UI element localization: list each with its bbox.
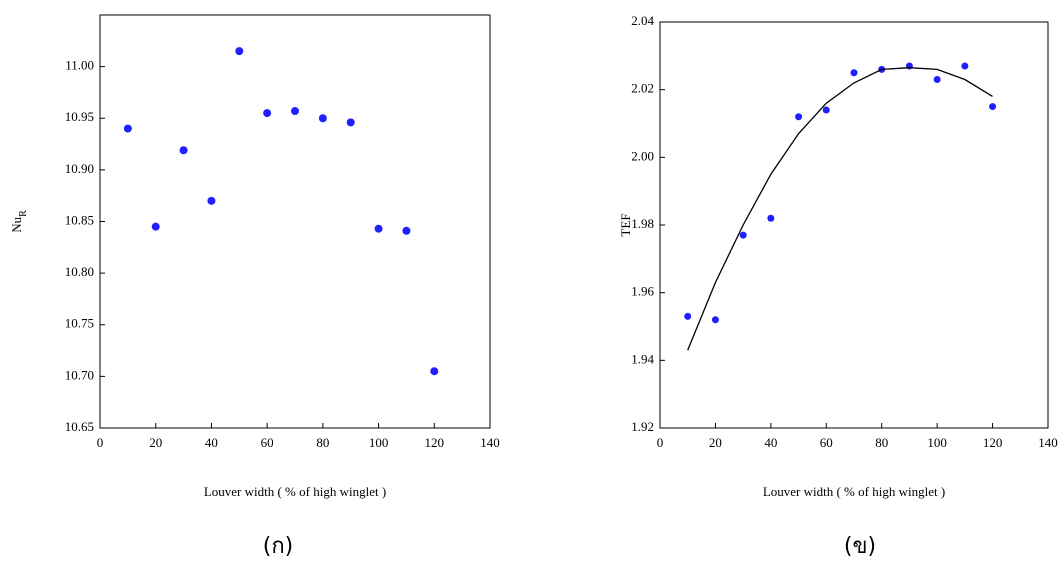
data-point [263, 109, 272, 118]
data-point [767, 214, 775, 222]
y-tick-label: 11.00 [65, 58, 94, 73]
data-point [291, 107, 299, 116]
x-tick-label: 20 [709, 435, 722, 450]
y-tick-label: 10.80 [65, 264, 94, 279]
y-tick-label: 1.94 [631, 351, 654, 366]
caption: (ก) [263, 534, 294, 559]
data-point [822, 106, 830, 114]
x-tick-label: 0 [657, 435, 664, 450]
y-tick-label: 10.65 [65, 419, 94, 434]
x-tick-label: 80 [875, 435, 888, 450]
x-tick-label: 0 [97, 435, 104, 450]
x-tick-label: 100 [369, 435, 389, 450]
data-point [933, 76, 941, 84]
x-tick-label: 40 [205, 435, 218, 450]
x-tick-label: 40 [764, 435, 777, 450]
x-tick-label: 80 [316, 435, 329, 450]
data-point [207, 196, 216, 205]
data-point [989, 103, 997, 111]
data-point [374, 224, 383, 233]
data-point [430, 367, 439, 376]
data-point [346, 118, 355, 127]
y-tick-label: 1.92 [631, 419, 654, 434]
data-point [684, 312, 692, 320]
y-tick-label: 10.70 [65, 367, 94, 382]
x-axis-label: Louver width ( % of high winglet ) [763, 484, 945, 499]
y-axis-label: TEF [618, 213, 633, 236]
y-tick-label: 2.02 [631, 81, 654, 96]
y-tick-label: 10.85 [65, 212, 94, 227]
y-tick-label: 2.04 [631, 13, 654, 28]
data-point [151, 222, 160, 231]
y-axis-label: NuR [9, 210, 29, 233]
data-point [123, 124, 132, 133]
data-point [318, 114, 327, 123]
data-point [850, 69, 858, 77]
y-tick-label: 1.98 [631, 216, 654, 231]
data-point [795, 113, 803, 121]
data-point [235, 47, 244, 56]
plot-frame [99, 14, 491, 429]
x-tick-label: 100 [927, 435, 947, 450]
x-axis-label: Louver width ( % of high winglet ) [204, 484, 386, 499]
x-tick-label: 140 [1038, 435, 1058, 450]
data-point [711, 316, 719, 324]
y-label-main: Nu [9, 216, 24, 232]
x-tick-label: 120 [425, 435, 445, 450]
fit-curve [687, 67, 993, 351]
y-tick-label: 10.90 [65, 161, 94, 176]
data-point [739, 231, 747, 239]
y-label-main: TEF [618, 213, 633, 236]
data-point [961, 62, 969, 70]
x-tick-label: 140 [480, 435, 500, 450]
x-tick-label: 120 [983, 435, 1003, 450]
data-point [402, 226, 411, 235]
y-tick-label: 10.95 [65, 109, 94, 124]
x-tick-label: 60 [820, 435, 833, 450]
y-tick-label: 1.96 [631, 284, 654, 299]
y-tick-label: 10.75 [65, 316, 94, 331]
y-label-sub: R [18, 210, 29, 217]
x-tick-label: 20 [149, 435, 162, 450]
y-tick-label: 2.00 [631, 148, 654, 163]
data-point [179, 146, 188, 155]
caption: (ข) [844, 534, 876, 559]
x-tick-label: 60 [261, 435, 274, 450]
